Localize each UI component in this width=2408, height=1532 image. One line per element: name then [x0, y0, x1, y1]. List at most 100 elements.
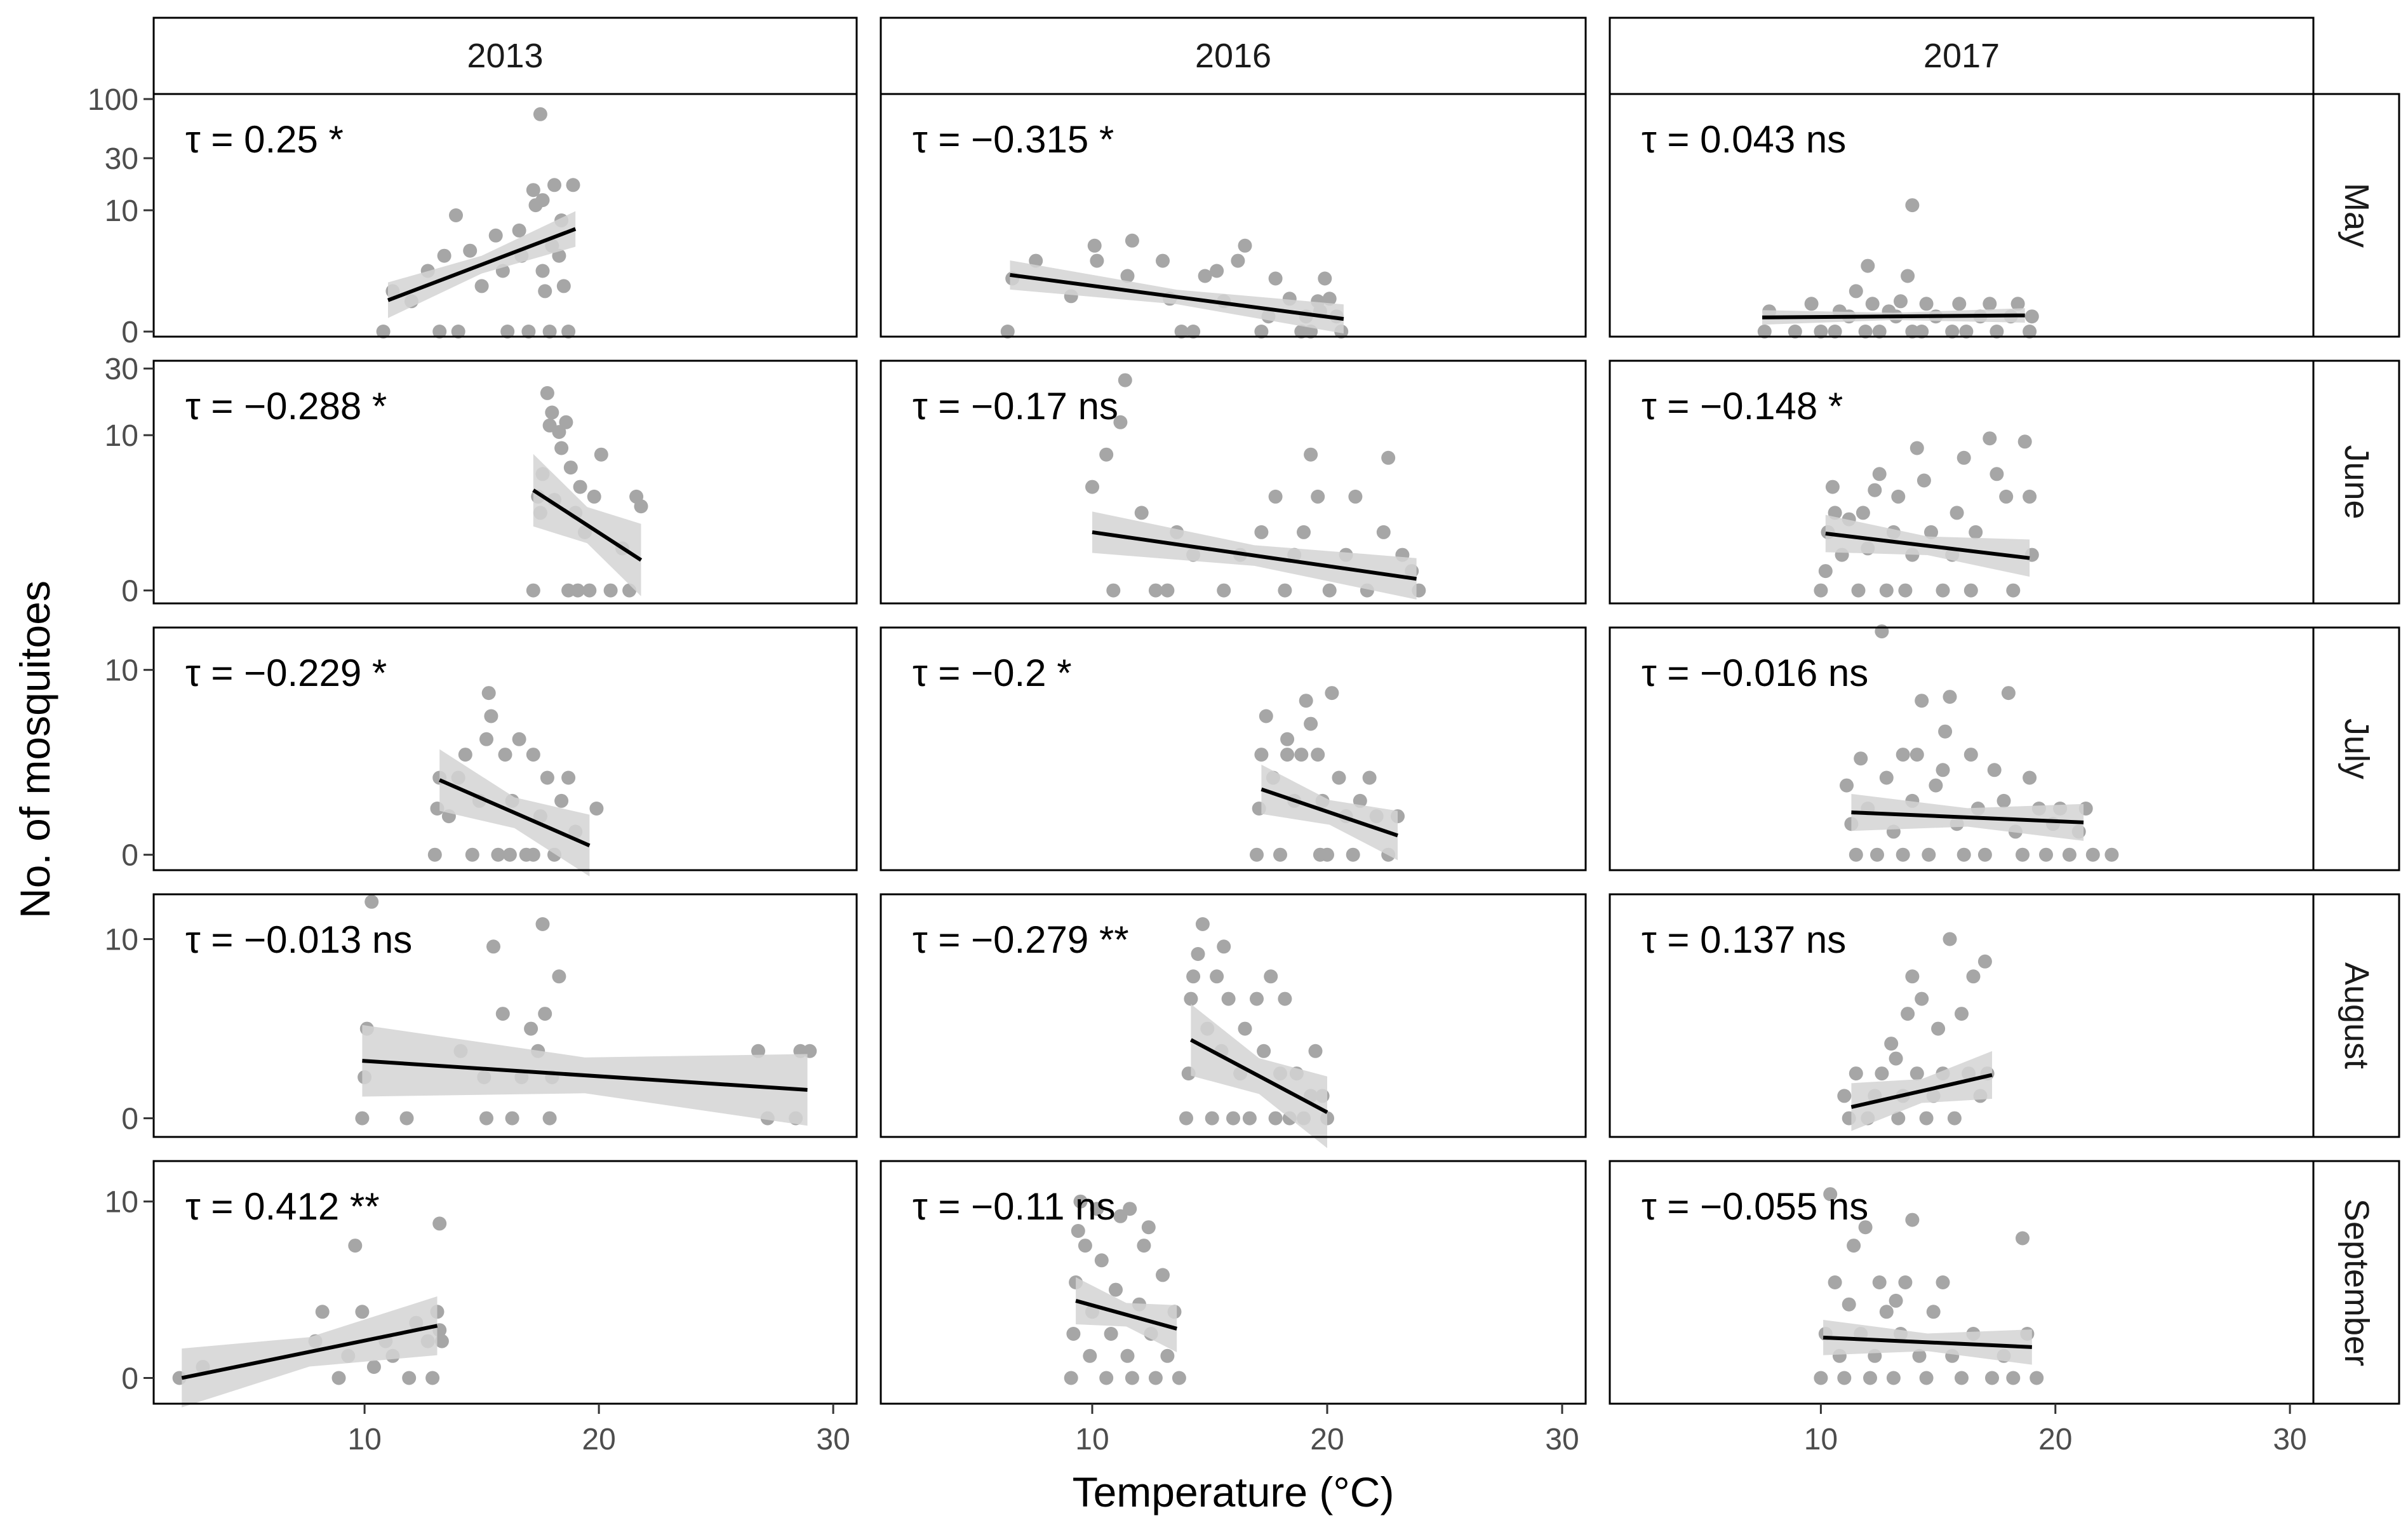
data-point	[1875, 1066, 1889, 1081]
data-point	[495, 1007, 510, 1021]
y-tick-label: 10	[105, 1186, 138, 1220]
data-point	[1926, 1305, 1941, 1319]
data-point	[1884, 1037, 1899, 1051]
kendall-tau-annotation: τ = 0.25 *	[185, 118, 344, 161]
data-point	[1875, 624, 1889, 639]
panel-border	[1609, 359, 2315, 605]
x-tick-label: 30	[2273, 1423, 2306, 1456]
data-point	[1210, 969, 1224, 984]
data-point	[1346, 847, 1360, 862]
data-point	[1226, 1111, 1240, 1125]
data-point	[331, 1371, 346, 1385]
data-point	[556, 279, 571, 293]
data-point	[512, 223, 526, 238]
data-point	[1123, 1202, 1137, 1216]
data-point	[2017, 434, 2032, 449]
regression-line	[1762, 313, 2025, 319]
data-point	[1990, 467, 2004, 481]
panel-border	[880, 93, 1587, 338]
data-point	[1318, 271, 1332, 286]
regression-line	[181, 1324, 438, 1380]
panel-background	[1610, 1161, 2313, 1404]
kendall-tau-annotation: τ = −0.279 **	[913, 918, 1129, 961]
data-point	[559, 415, 573, 429]
data-point	[1099, 447, 1114, 462]
data-point	[1936, 763, 1950, 777]
data-point	[451, 325, 465, 339]
data-point	[1814, 1371, 1828, 1385]
data-point	[1858, 1220, 1873, 1235]
data-point	[1828, 325, 1842, 339]
data-point	[1915, 991, 1929, 1006]
data-point	[505, 1111, 519, 1125]
kendall-tau-annotation: τ = 0.043 ns	[1642, 118, 1846, 161]
data-point	[1856, 506, 1870, 520]
data-point	[1257, 1044, 1271, 1058]
data-point	[1919, 1111, 1934, 1125]
row-strip	[2312, 93, 2400, 338]
row-strip-label: June	[2338, 445, 2376, 519]
data-point	[355, 1111, 370, 1125]
column-strip	[1609, 17, 2315, 95]
row-strip	[2312, 359, 2400, 605]
regression-line	[1092, 530, 1417, 581]
data-point	[1381, 450, 1396, 465]
x-tick-label: 30	[1545, 1423, 1579, 1456]
data-point	[1956, 450, 1971, 465]
kendall-tau-annotation: τ = −0.11 ns	[913, 1185, 1115, 1228]
data-point	[1118, 373, 1132, 387]
data-point	[1254, 325, 1269, 339]
data-point	[1090, 1202, 1104, 1216]
data-point	[399, 1111, 414, 1125]
panel-border	[880, 626, 1587, 871]
column-strip-label: 2016	[1195, 37, 1271, 75]
data-point	[1273, 847, 1287, 862]
kendall-tau-annotation: τ = −0.288 *	[185, 385, 387, 427]
data-point	[561, 325, 576, 339]
data-point	[2023, 770, 2037, 785]
data-point	[1963, 748, 1978, 762]
panel-border	[880, 359, 1587, 605]
regression-line	[1851, 810, 2084, 824]
data-point	[570, 583, 585, 598]
data-point	[2006, 1371, 2021, 1385]
data-point	[538, 284, 552, 299]
data-point	[1924, 525, 1938, 539]
y-tick-label: 10	[105, 419, 138, 453]
data-point	[1264, 969, 1278, 984]
kendall-tau-annotation: τ = −0.013 ns	[185, 918, 412, 961]
data-point	[1268, 1111, 1283, 1125]
data-point	[1886, 1371, 1901, 1385]
panel-background	[1610, 628, 2313, 870]
data-point	[1250, 847, 1264, 862]
data-point	[542, 325, 557, 339]
kendall-tau-annotation: τ = 0.137 ns	[1642, 918, 1846, 961]
data-point	[2001, 686, 2016, 701]
data-point	[1847, 1239, 1861, 1253]
data-point	[1849, 284, 1863, 299]
data-point	[465, 847, 479, 862]
data-point	[498, 748, 512, 762]
data-point	[366, 1360, 381, 1374]
data-point	[1238, 238, 1252, 253]
data-point	[1959, 325, 1974, 339]
data-point	[458, 748, 472, 762]
data-point	[479, 1111, 493, 1125]
row-strip-label: July	[2338, 718, 2376, 779]
row-strip-label: September	[2338, 1199, 2376, 1366]
data-point	[2016, 1231, 2030, 1246]
data-point	[1936, 583, 1950, 598]
data-point	[1863, 1371, 1877, 1385]
x-tick-label: 10	[347, 1423, 381, 1456]
data-point	[437, 248, 452, 263]
data-point	[1936, 1275, 1950, 1289]
data-point	[634, 499, 648, 514]
data-point	[1238, 1021, 1252, 1036]
data-point	[2023, 489, 2037, 504]
data-point	[1870, 847, 1884, 862]
data-point	[1901, 1007, 1915, 1021]
data-point	[1231, 253, 1245, 268]
data-point	[594, 447, 608, 462]
data-point	[1828, 1275, 1842, 1289]
regression-line	[387, 227, 577, 302]
